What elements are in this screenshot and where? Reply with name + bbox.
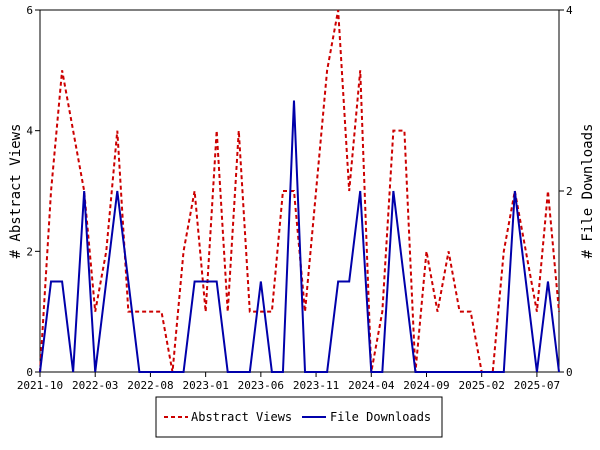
x-tick-label: 2023-06	[238, 379, 284, 392]
legend-box	[155, 396, 443, 438]
x-tick-label: 2025-07	[514, 379, 560, 392]
x-tick-label: 2024-04	[348, 379, 395, 392]
x-tick-label: 2022-08	[127, 379, 173, 392]
y-left-ticks: 0 2 4 6	[26, 4, 40, 379]
x-tick-label: 2022-03	[72, 379, 118, 392]
x-tick-label: 2024-09	[403, 379, 449, 392]
series-layer	[39, 9, 560, 373]
legend-label-abstract-views: Abstract Views	[191, 410, 292, 424]
y-right-ticks: 0 2 4	[559, 4, 573, 379]
y-left-tick-label: 6	[26, 4, 33, 17]
y-right-tick-label: 2	[566, 185, 573, 198]
x-tick-label: 2023-11	[293, 379, 339, 392]
x-ticks: 2021-10 2022-03 2022-08 2023-01 2023-06 2023-…	[17, 372, 560, 392]
y-right-tick-label: 4	[566, 4, 573, 17]
x-tick-label: 2023-01	[182, 379, 228, 392]
y-left-tick-label: 4	[26, 125, 33, 138]
y-axis-left-title: # Abstract Views	[8, 124, 24, 259]
x-tick-label: 2025-02	[459, 379, 505, 392]
x-tick-label: 2021-10	[17, 379, 63, 392]
legend: Abstract Views File Downloads	[155, 396, 443, 438]
y-left-tick-label: 0	[26, 366, 33, 379]
legend-label-file-downloads: File Downloads	[330, 410, 431, 424]
y-right-tick-label: 0	[566, 366, 573, 379]
plot-area	[39, 9, 560, 373]
y-left-tick-label: 2	[26, 245, 33, 258]
y-axis-right-title: # File Downloads	[580, 124, 596, 259]
series-line-file-downloads	[39, 100, 560, 373]
